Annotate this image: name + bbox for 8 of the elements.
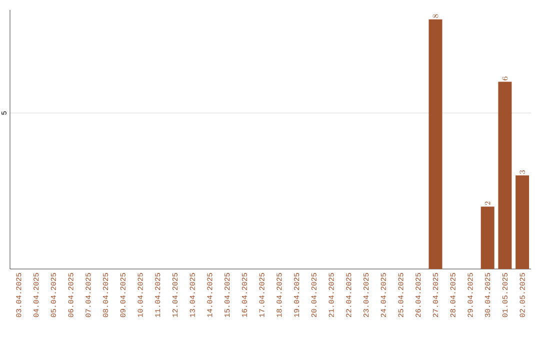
bar xyxy=(516,175,530,269)
data-label: 2 xyxy=(484,202,490,205)
data-label: 6 xyxy=(502,76,508,80)
bar xyxy=(498,82,512,269)
bar xyxy=(428,19,442,269)
data-label: 3 xyxy=(520,170,526,174)
data-label: 8 xyxy=(432,14,438,18)
bar xyxy=(480,206,494,269)
